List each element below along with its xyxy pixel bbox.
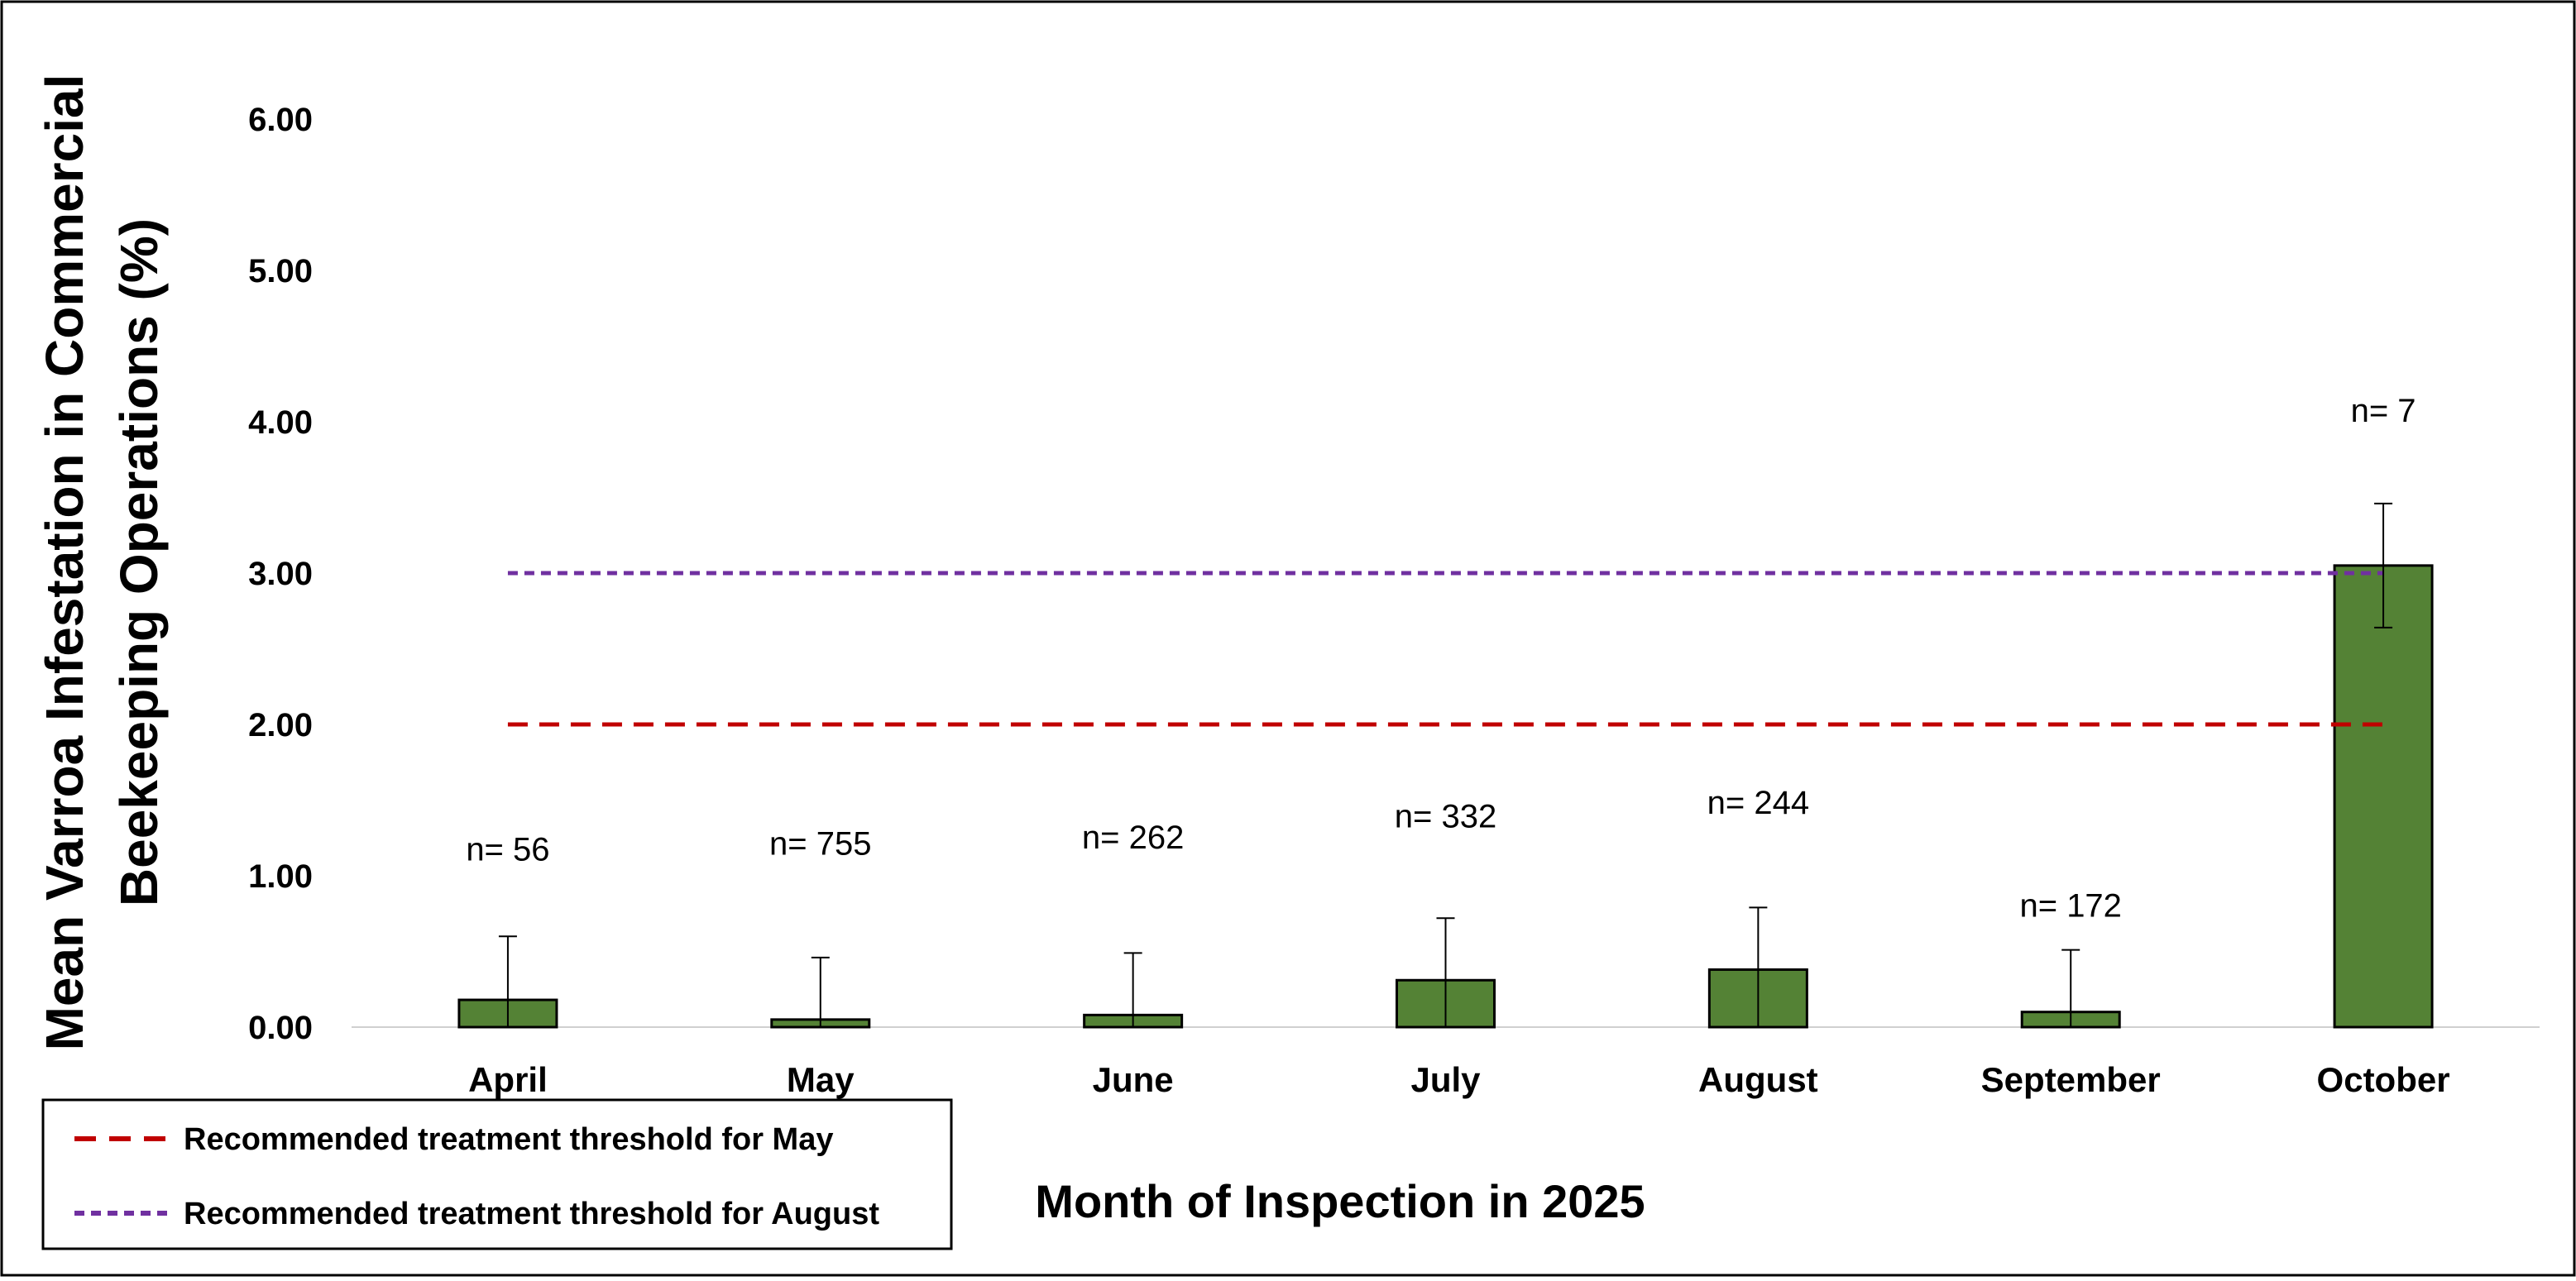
x-axis-categories: April May June July August September October (468, 1060, 2449, 1099)
sample-size-labels: n= 56 n= 755 n= 262 n= 332 n= 244 n= 172 n= 7 (466, 393, 2416, 924)
y-axis-title: Mean Varroa Infestation in Commercial Bee… (35, 74, 169, 1051)
legend-label-august: Recommended treatment threshold for Augu… (184, 1197, 879, 1231)
category-label-april: April (468, 1060, 548, 1099)
category-label-july: July (1410, 1060, 1481, 1099)
legend-box (41, 1098, 953, 1250)
category-label-october: October (2317, 1060, 2450, 1099)
category-label-june: June (1093, 1060, 1174, 1099)
bar-october (2333, 564, 2434, 1029)
y-axis-title-line-2: Beekeeping Operations (%) (109, 218, 169, 906)
sample-size-label-october: n= 7 (2351, 393, 2416, 429)
sample-size-label-july: n= 332 (1395, 798, 1496, 834)
y-axis-ticks: 0.00 1.00 2.00 3.00 4.00 5.00 6.00 (248, 102, 313, 1046)
sample-size-label-august: n= 244 (1707, 785, 1809, 821)
y-tick-label: 0.00 (248, 1010, 313, 1046)
y-tick-label: 2.00 (248, 707, 313, 743)
y-tick-label: 3.00 (248, 556, 313, 592)
y-tick-label: 1.00 (248, 858, 313, 895)
category-label-september: September (1981, 1060, 2161, 1099)
sample-size-label-april: n= 56 (466, 832, 549, 868)
x-axis-title: Month of Inspection in 2025 (1035, 1175, 1645, 1227)
sample-size-label-june: n= 262 (1082, 820, 1184, 856)
category-label-may: May (787, 1060, 855, 1099)
y-tick-label: 5.00 (248, 253, 313, 289)
y-tick-label: 4.00 (248, 404, 313, 441)
sample-size-label-september: n= 172 (2019, 887, 2121, 924)
legend-label-may: Recommended treatment threshold for May (184, 1122, 833, 1157)
error-bars (498, 502, 2393, 1027)
legend: Recommended treatment threshold for May … (41, 1098, 953, 1250)
sample-size-label-may: n= 755 (769, 825, 871, 862)
category-label-august: August (1698, 1060, 1818, 1099)
threshold-lines (507, 571, 2384, 727)
y-axis-title-line-1: Mean Varroa Infestation in Commercial (35, 74, 94, 1051)
y-tick-label: 6.00 (248, 102, 313, 138)
